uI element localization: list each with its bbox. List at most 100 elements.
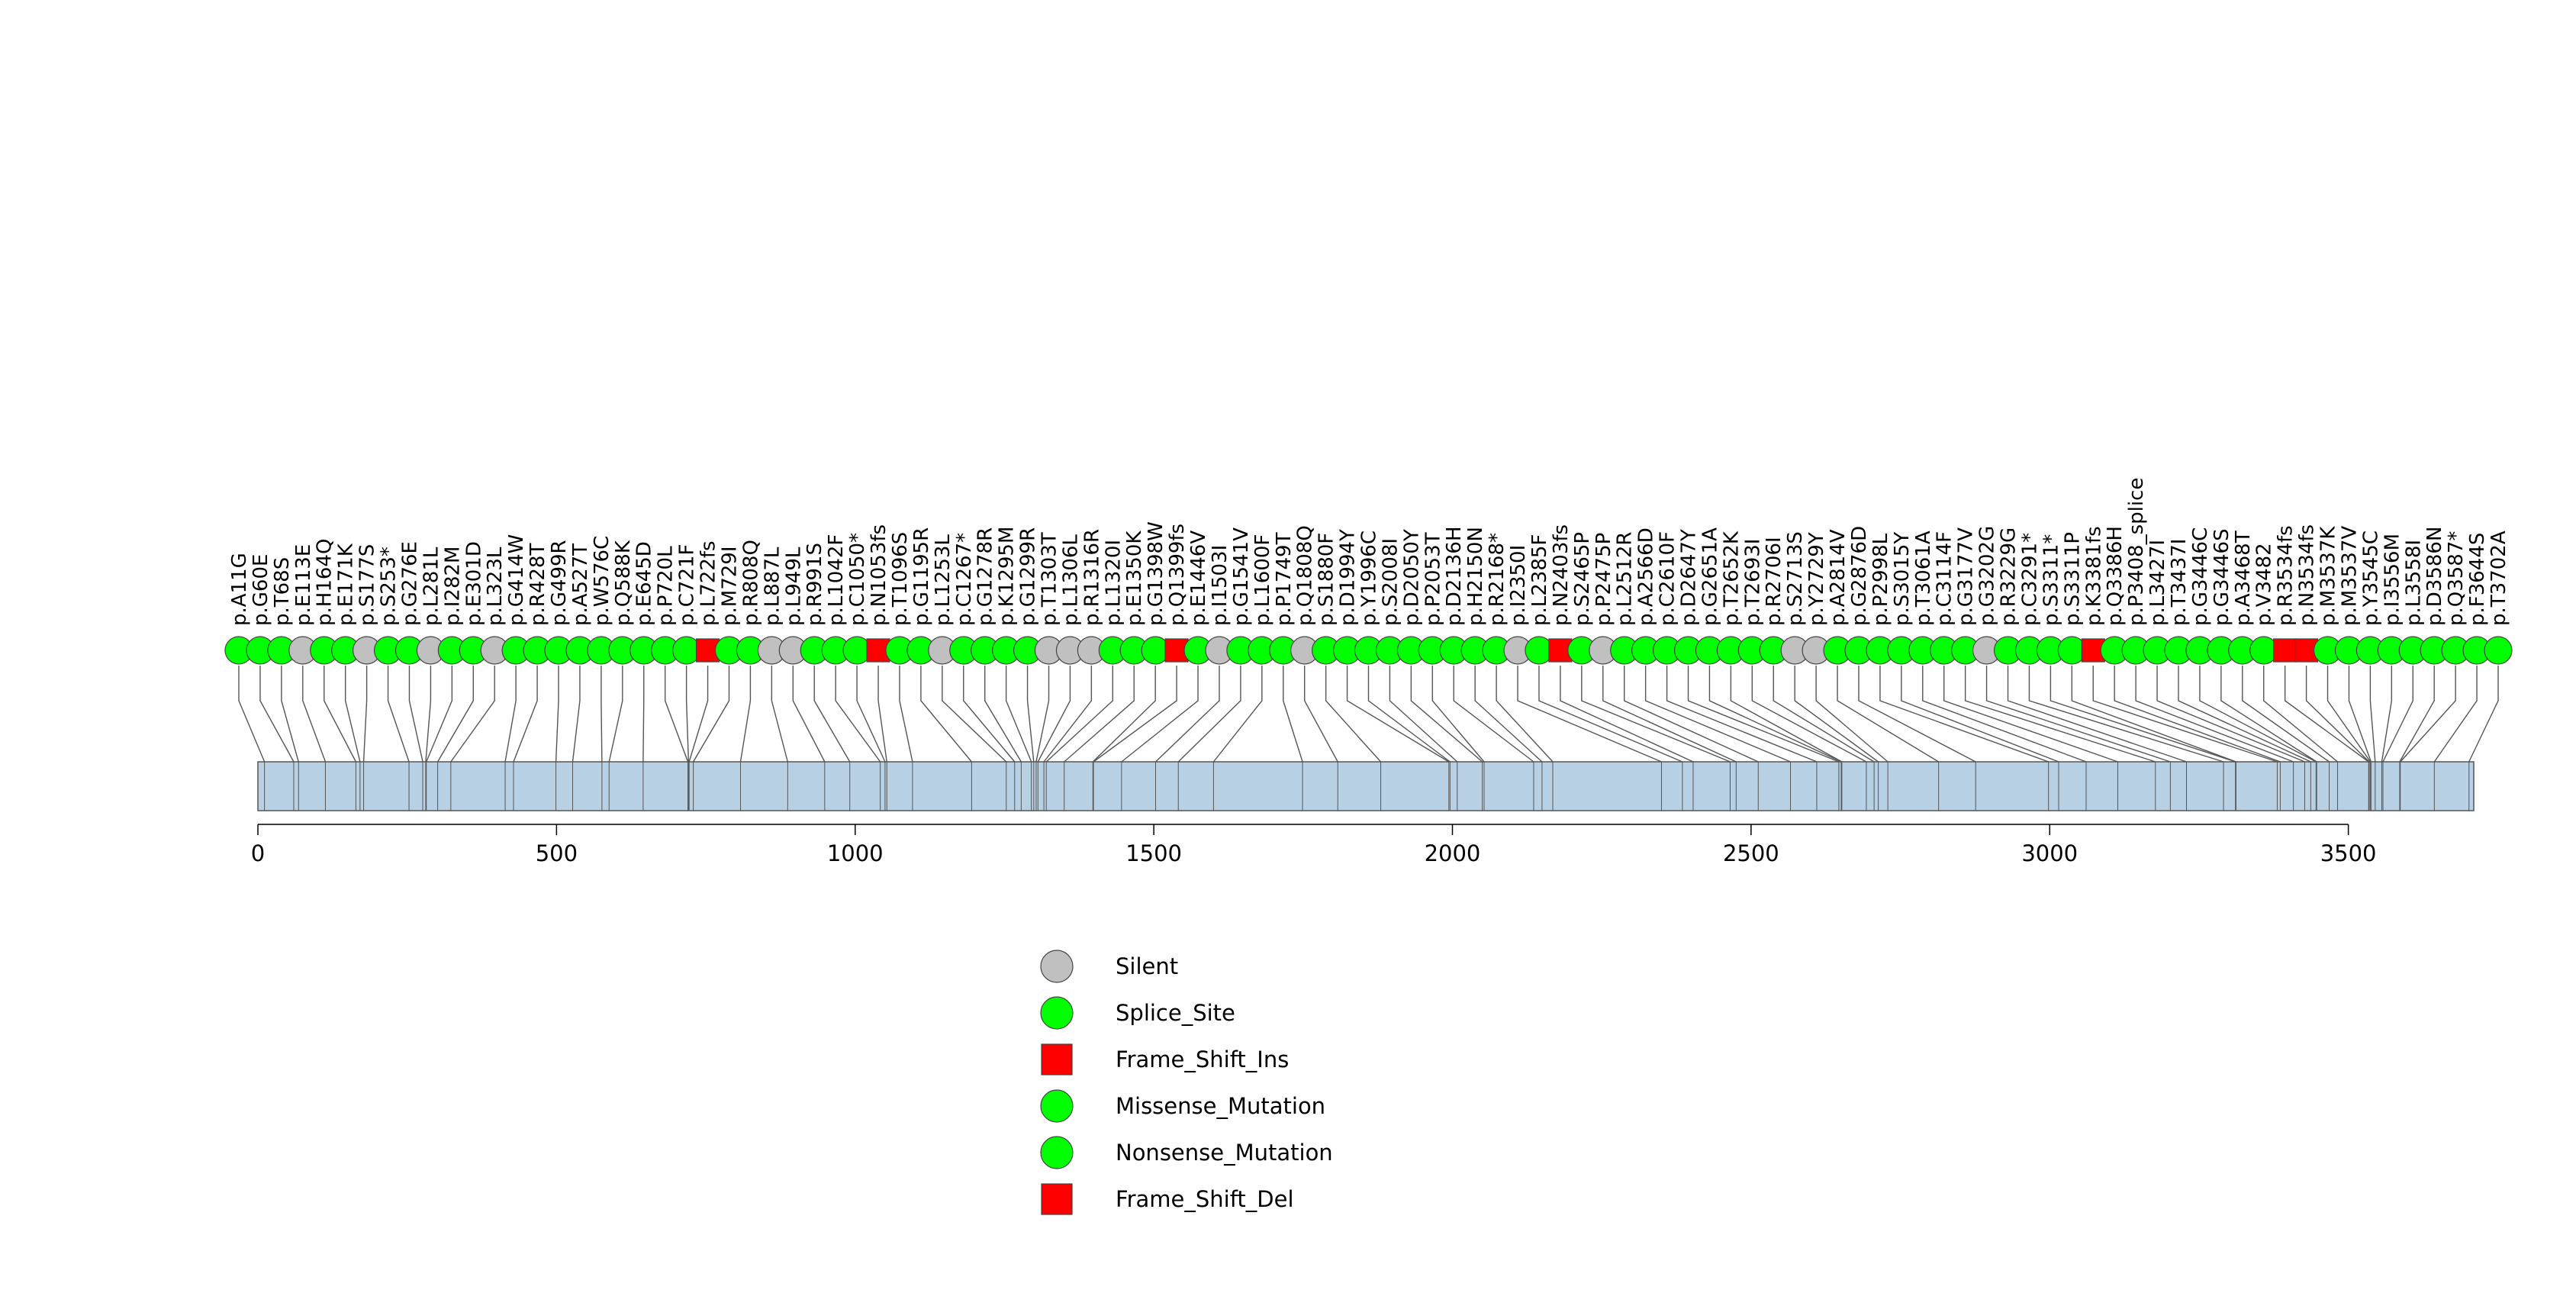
mutation-connector	[984, 666, 1022, 763]
mutation-connector	[2326, 666, 2372, 763]
mutation-labels: p.A11Gp.G60Ep.T68Sp.E113Ep.H164Qp.E171Kp…	[228, 478, 2510, 626]
mutation-connector	[437, 666, 474, 763]
mutation-label: p.L1320I	[1102, 540, 1125, 626]
mutation-label: p.K1295M	[996, 527, 1019, 626]
mutation-label: p.G3177V	[1955, 527, 1978, 626]
mutation-label: p.N2403fs	[1550, 524, 1573, 626]
mutation-label: p.R2168*	[1486, 533, 1509, 626]
mutation-connector	[1901, 666, 2059, 763]
mutation-label: p.L949L	[782, 547, 805, 626]
mutation-connector	[2381, 666, 2393, 763]
mutation-connector	[2135, 666, 2294, 763]
mutation-label: p.L2512R	[1614, 532, 1637, 627]
mutation-connector	[2399, 666, 2435, 763]
mutation-connector	[2092, 666, 2278, 763]
legend: Silent Splice_Site Frame_Shift_Ins Missense…	[1040, 950, 1333, 1215]
mutation-connector	[1666, 666, 1818, 763]
x-axis-tick-label: 3500	[2320, 840, 2377, 866]
mutation-label: p.G2876D	[1848, 526, 1871, 626]
mutation-connector	[2468, 666, 2499, 763]
mutation-label: p.D2050Y	[1400, 529, 1423, 626]
mutation-label: p.I3556M	[2381, 534, 2404, 626]
mutation-connector	[693, 666, 730, 763]
mutation-connector	[1389, 666, 1458, 763]
mutation-marker	[2484, 636, 2513, 665]
mutation-connector	[1964, 666, 2156, 763]
mutation-label: p.R991S	[803, 543, 826, 626]
mutation-label: p.S2713S	[1784, 531, 1807, 626]
mutation-connector	[2028, 666, 2224, 763]
mutation-connector	[2050, 666, 2236, 763]
mutation-label: p.S177S	[356, 544, 379, 626]
mutation-label: p.G60E	[250, 554, 272, 626]
mutation-connector	[425, 666, 432, 763]
mutation-label: p.Q588K	[612, 540, 635, 626]
mutation-connector	[2369, 666, 2376, 763]
mutation-connector	[601, 666, 603, 763]
mutation-connector	[362, 666, 368, 763]
mutation-label: p.Y1996C	[1358, 531, 1381, 626]
mutation-connector	[920, 666, 972, 763]
mutation-connector	[302, 666, 327, 763]
mutation-connector	[1496, 666, 1554, 763]
mutation-label: p.T3061A	[1912, 531, 1935, 626]
mutation-connector	[408, 666, 423, 763]
mutation-connector	[1837, 666, 1940, 763]
mutation-connector	[2348, 666, 2372, 763]
mutation-connector	[259, 666, 295, 763]
mutation-label: p.T68S	[271, 557, 294, 626]
mutation-label: p.N1053fs	[868, 524, 890, 626]
mutation-label: p.R2706I	[1763, 537, 1785, 626]
mutation-label: p.T2693I	[1741, 539, 1764, 627]
mutation-connector	[1538, 666, 1683, 763]
mutation-connector	[1815, 666, 1889, 763]
mutation-label: p.R3534fs	[2275, 525, 2297, 626]
mutation-label: p.C721F	[676, 543, 699, 626]
mutation-label: p.S3311*	[2040, 534, 2062, 626]
mutation-connector	[1943, 666, 2118, 763]
x-axis-tick-label: 0	[251, 840, 265, 866]
mutation-label: p.L722fs	[697, 540, 720, 626]
mutation-connector	[1560, 666, 1694, 763]
mutation-label: p.C3291*	[2018, 533, 2041, 626]
mutation-label: p.L1042F	[825, 534, 848, 626]
mutation-label: p.M729I	[718, 546, 741, 626]
mutation-connector	[1346, 666, 1450, 763]
mutation-connector	[426, 666, 453, 763]
mutation-label: p.S2008I	[1379, 538, 1402, 626]
mutation-connector	[2433, 666, 2478, 763]
mutation-label: p.P1749T	[1273, 532, 1296, 626]
mutation-connector	[1624, 666, 1759, 763]
mutation-label: p.E645D	[633, 541, 656, 626]
x-axis-tick-label: 3000	[2021, 840, 2078, 866]
mutation-connector	[2284, 666, 2369, 763]
mutation-label: p.E113E	[292, 544, 315, 626]
mutation-label: p.S1880F	[1315, 533, 1338, 626]
mutation-label: p.E301D	[462, 541, 485, 626]
legend-swatch	[1041, 1043, 1073, 1076]
mutation-label: p.L3558I	[2402, 540, 2425, 626]
mutation-connector	[1154, 666, 1220, 763]
mutation-label: p.T2652K	[1720, 531, 1743, 626]
legend-label: Frame_Shift_Del	[1116, 1186, 1294, 1212]
mutation-connector	[324, 666, 356, 763]
legend-label: Splice_Site	[1116, 1000, 1235, 1026]
mutation-label: p.K3381fs	[2082, 526, 2105, 626]
mutation-connector	[281, 666, 299, 763]
mutation-label: p.P2998L	[1869, 533, 1892, 626]
mutation-connector	[963, 666, 1016, 763]
mutation-connector	[1431, 666, 1485, 763]
legend-swatch	[1040, 996, 1074, 1030]
mutation-label: p.N3534fs	[2296, 524, 2319, 626]
mutation-connector	[387, 666, 410, 763]
mutation-label: p.T3437I	[2168, 539, 2191, 627]
mutation-label: p.Q1399fs	[1166, 524, 1189, 626]
mutation-connector	[664, 666, 689, 763]
mutation-label: p.M3537K	[2317, 526, 2340, 626]
mutation-label: p.E1350K	[1123, 531, 1146, 626]
protein-bar	[257, 761, 2475, 811]
mutation-label: p.C2610F	[1657, 531, 1679, 626]
mutation-label: p.D2136H	[1443, 526, 1466, 626]
mutation-label: p.Q1808Q	[1294, 525, 1317, 626]
mutation-label: p.G499R	[548, 540, 571, 626]
